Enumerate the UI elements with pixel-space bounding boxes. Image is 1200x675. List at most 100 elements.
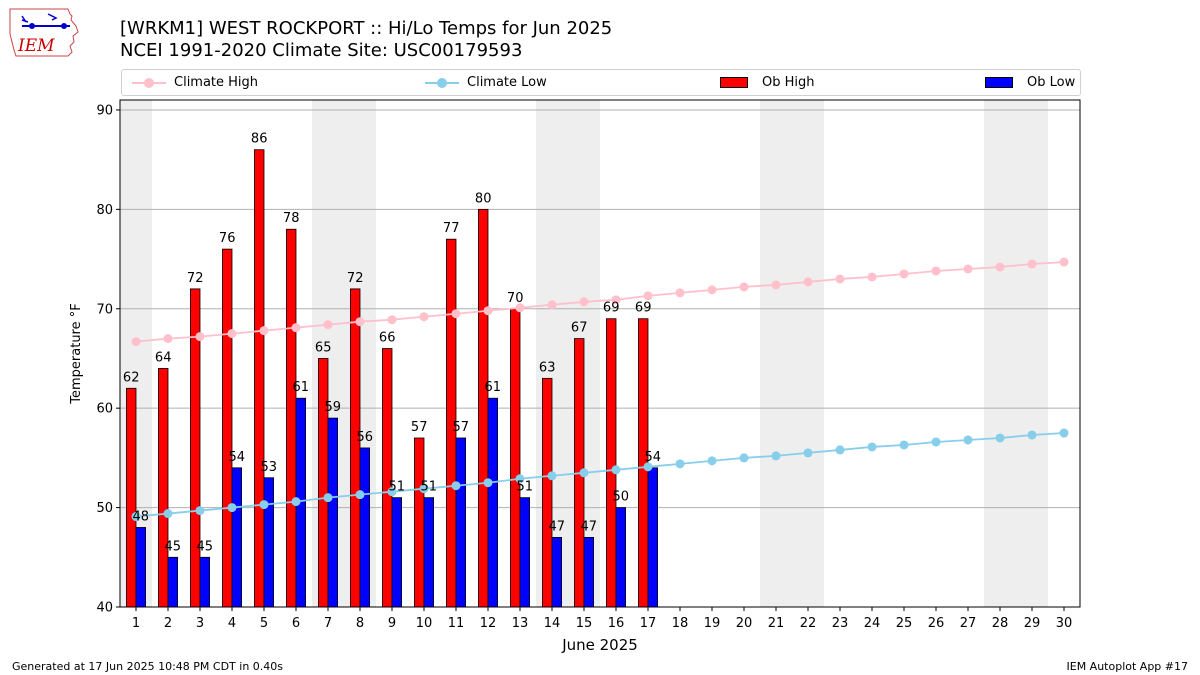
y-tick-label: 60 bbox=[96, 402, 113, 417]
iem-logo: IEM bbox=[8, 6, 82, 60]
ob-low-bar bbox=[231, 467, 243, 608]
ob-low-bar bbox=[423, 497, 435, 608]
x-tick-label: 3 bbox=[196, 616, 204, 631]
x-tick-label: 7 bbox=[324, 616, 332, 631]
ob-low-bar-label: 53 bbox=[261, 460, 278, 475]
x-tick-label: 17 bbox=[640, 616, 657, 631]
ob-low-bar bbox=[327, 417, 339, 608]
ob-low-bar-label: 50 bbox=[613, 490, 630, 505]
climate-low-point bbox=[963, 435, 973, 445]
legend-item-climate-high: Climate High bbox=[132, 70, 258, 95]
weekend-shade bbox=[760, 100, 824, 607]
x-tick-label: 8 bbox=[356, 616, 364, 631]
climate-high-point bbox=[419, 312, 429, 322]
ob-high-bar bbox=[381, 348, 393, 608]
ob-high-bar-label: 76 bbox=[219, 231, 236, 246]
climate-low-point bbox=[195, 506, 205, 516]
x-axis-label: June 2025 bbox=[561, 636, 638, 654]
legend-item-ob-high: Ob High bbox=[720, 70, 815, 95]
climate-high-point bbox=[323, 320, 333, 330]
climate-low-line bbox=[135, 432, 1065, 518]
x-tick-label: 29 bbox=[1024, 616, 1041, 631]
climate-low-point bbox=[1059, 428, 1069, 438]
climate-high-point bbox=[1027, 259, 1037, 269]
x-tick-label: 4 bbox=[228, 616, 236, 631]
ob-low-bar-label: 59 bbox=[325, 400, 342, 415]
ob-high-bar bbox=[413, 437, 425, 608]
climate-low-point bbox=[323, 493, 333, 503]
x-tick-label: 18 bbox=[672, 616, 689, 631]
y-tick-label: 80 bbox=[96, 203, 113, 218]
ob-low-bar bbox=[551, 537, 563, 608]
ob-high-bar-label: 72 bbox=[187, 271, 204, 286]
ob-low-bar-label: 48 bbox=[133, 509, 150, 524]
x-tick-label: 12 bbox=[480, 616, 497, 631]
x-tick-label: 25 bbox=[896, 616, 913, 631]
climate-low-point bbox=[227, 503, 237, 513]
ob-high-bar bbox=[317, 358, 329, 608]
x-tick-label: 10 bbox=[416, 616, 433, 631]
climate-high-point bbox=[355, 317, 365, 327]
chart-legend: Climate High Climate Low Ob High Ob Low bbox=[121, 69, 1081, 96]
ob-high-bar-label: 62 bbox=[123, 370, 140, 385]
ob-low-bar bbox=[487, 397, 499, 608]
climate-low-point bbox=[931, 437, 941, 447]
weekend-shade bbox=[984, 100, 1048, 607]
x-tick-label: 5 bbox=[260, 616, 268, 631]
ob-high-bar-label: 72 bbox=[347, 271, 364, 286]
ob-low-bar bbox=[359, 447, 371, 608]
x-tick-label: 21 bbox=[768, 616, 785, 631]
climate-low-point bbox=[355, 490, 365, 500]
climate-low-point bbox=[579, 468, 589, 478]
ob-low-bar-label: 45 bbox=[165, 539, 182, 554]
x-tick-label: 22 bbox=[800, 616, 817, 631]
climate-low-point bbox=[643, 462, 653, 472]
ob-high-bar-label: 69 bbox=[635, 301, 652, 316]
ob-low-bar-label: 51 bbox=[421, 480, 438, 495]
climate-high-line bbox=[135, 261, 1065, 343]
x-tick-label: 9 bbox=[388, 616, 396, 631]
ob-low-bar-label: 61 bbox=[485, 380, 502, 395]
climate-low-point bbox=[387, 487, 397, 497]
climate-low-point bbox=[259, 500, 269, 510]
legend-item-climate-low: Climate Low bbox=[425, 70, 547, 95]
climate-low-point bbox=[803, 448, 813, 458]
climate-high-point bbox=[611, 295, 621, 305]
x-tick-label: 20 bbox=[736, 616, 753, 631]
chart-title: [WRKM1] WEST ROCKPORT :: Hi/Lo Temps for… bbox=[120, 18, 613, 39]
x-tick-label: 13 bbox=[512, 616, 529, 631]
ob-high-bar-label: 66 bbox=[379, 331, 396, 346]
ob-low-bar bbox=[167, 556, 179, 608]
y-tick-label: 70 bbox=[96, 302, 113, 317]
ob-high-bar-label: 86 bbox=[251, 132, 268, 147]
ob-high-bar-label: 77 bbox=[443, 221, 460, 236]
x-tick-label: 2 bbox=[164, 616, 172, 631]
ob-low-bar bbox=[455, 437, 467, 608]
climate-low-point bbox=[995, 433, 1005, 443]
chart-subtitle: NCEI 1991-2020 Climate Site: USC00179593 bbox=[120, 40, 523, 61]
climate-high-point bbox=[867, 272, 877, 282]
legend-label-climate-low: Climate Low bbox=[467, 75, 547, 90]
ob-high-bar bbox=[157, 368, 169, 608]
climate-high-point bbox=[387, 315, 397, 325]
ob-low-bar-label: 57 bbox=[453, 420, 470, 435]
legend-label-climate-high: Climate High bbox=[174, 75, 259, 90]
climate-low-point bbox=[419, 484, 429, 494]
ob-low-bar-label: 54 bbox=[645, 450, 662, 465]
y-axis-label: Temperature °F bbox=[69, 303, 84, 404]
ob-high-bar bbox=[606, 318, 617, 608]
ob-high-bar bbox=[542, 377, 553, 608]
ob-low-bar bbox=[135, 527, 147, 608]
ob-low-swatch bbox=[985, 70, 1019, 95]
ob-high-bar bbox=[477, 208, 489, 608]
ob-low-bar bbox=[615, 507, 627, 608]
climate-high-point bbox=[259, 326, 269, 336]
y-tick-label: 50 bbox=[96, 501, 113, 516]
climate-high-point bbox=[739, 282, 749, 292]
x-tick-label: 28 bbox=[992, 616, 1009, 631]
app-label: IEM Autoplot App #17 bbox=[1066, 660, 1189, 673]
x-tick-label: 11 bbox=[448, 616, 465, 631]
ob-high-bar bbox=[509, 308, 521, 608]
ob-low-bar-label: 47 bbox=[581, 519, 598, 534]
ob-high-bar bbox=[126, 387, 137, 608]
